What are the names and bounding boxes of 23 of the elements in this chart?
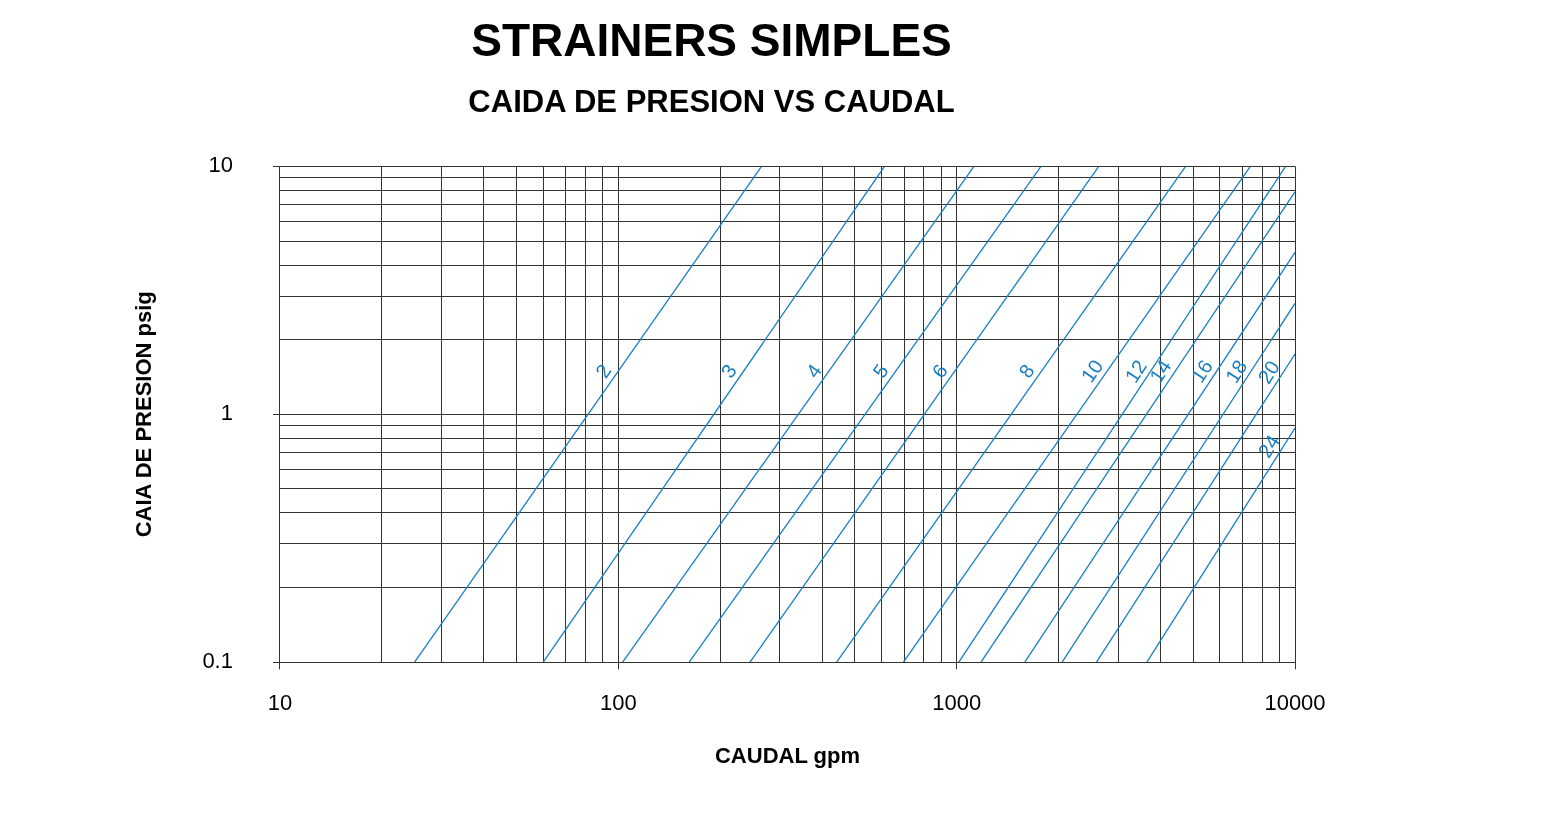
chart-title: STRAINERS SIMPLES [471,14,952,67]
text: 24 [1253,430,1285,462]
x-tick-label: 100 [599,690,637,716]
y-tick-label: 10 [208,152,233,178]
text: 12 [1120,355,1151,387]
x-tick-label: 10000 [1264,690,1326,716]
text: 10 [1076,355,1108,387]
y-tick-label: 0.1 [202,648,233,674]
text: 20 [1253,356,1284,388]
y-axis-title: CAIA DE PRESION psig [131,291,157,538]
text: 3 [716,360,741,382]
text: 2 [590,360,616,382]
text: 6 [927,360,952,382]
text: 18 [1220,355,1252,387]
x-tick-label: 1000 [932,690,982,716]
y-tick-label: 1 [220,400,233,426]
x-axis-title: CAUDAL gpm [714,742,861,768]
text: 16 [1186,355,1217,387]
text: 8 [1014,360,1039,382]
chart-subtitle: CAIDA DE PRESION VS CAUDAL [468,84,955,120]
text: 5 [868,359,893,382]
x-tick-label: 10 [267,690,293,716]
text: 4 [801,359,826,382]
